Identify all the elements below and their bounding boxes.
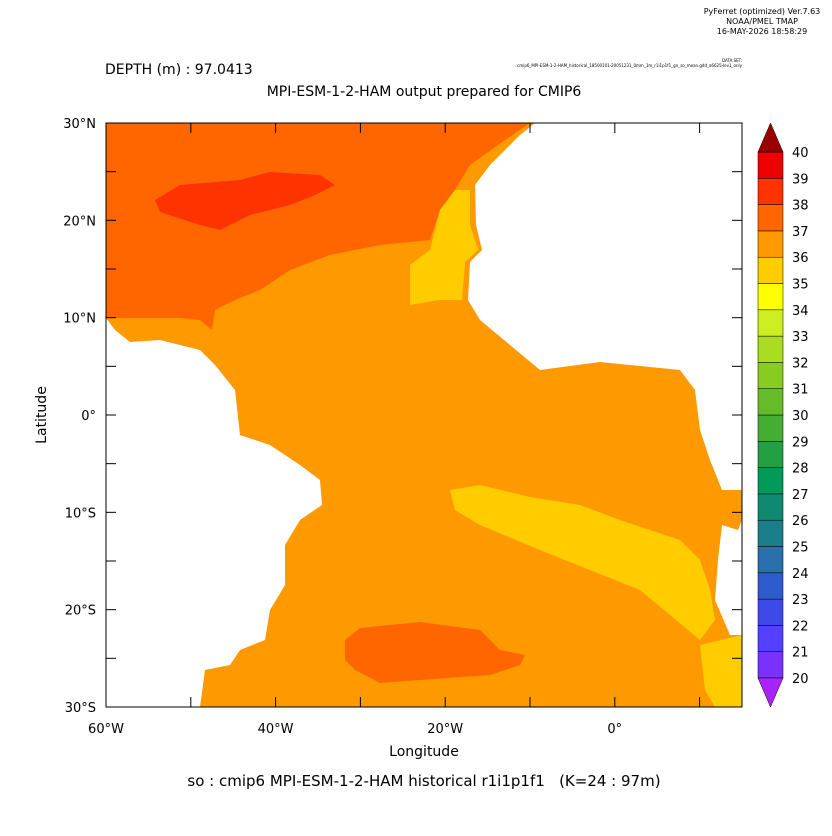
axes: 60°W 40°W 20°W 0° 30°N 20°N 10°N 0° 10°S 20°S 30°S: [63, 117, 743, 737]
x-tick-label: 0°: [607, 722, 622, 737]
colorbar-label: 33: [792, 330, 809, 345]
x-tick-label: 20°W: [427, 722, 463, 737]
colorbar-bin: [757, 625, 784, 652]
y-tick-label: 30°N: [63, 117, 96, 132]
timestamp: 16-MAY-2026 18:58:29: [717, 27, 807, 36]
colorbar-bin: [757, 388, 784, 416]
colorbar-bin: [757, 651, 784, 679]
contour-region: [155, 172, 335, 230]
colorbar-bin: [757, 572, 784, 600]
colorbar-label: 24: [792, 567, 809, 582]
colorbar-label: 21: [792, 646, 809, 661]
colorbar-label: 27: [792, 488, 809, 503]
colorbar-bin: [757, 256, 784, 284]
colorbar-label: 35: [792, 278, 809, 293]
x-tick-label: 60°W: [88, 722, 124, 737]
colorbar-bin: [757, 204, 784, 232]
colorbar-bin: [757, 493, 784, 521]
dataset: cmip6_MPI-ESM-1-2-HAM_historical_1850010…: [517, 63, 742, 68]
colorbar-bin: [757, 362, 784, 389]
contour-region: [345, 622, 525, 683]
colorbar-label: 29: [792, 435, 809, 450]
colorbar: 20 21 22 23 24 25 26 27 28 29 30 31 32 33 34 35 36 37 38 39…: [757, 122, 809, 708]
colorbar-label: 38: [792, 199, 809, 214]
map: [106, 123, 742, 707]
land: [468, 123, 742, 490]
x-axis-label: Longitude: [389, 744, 459, 760]
contour-region: [700, 635, 742, 707]
colorbar-bin: [757, 230, 784, 258]
contour-region: [450, 485, 715, 640]
colorbar-label: 40: [792, 146, 809, 161]
colorbar-label: 31: [792, 383, 809, 398]
depth: DEPTH (m) : 97.0413: [105, 62, 253, 78]
colorbar-bin: [757, 414, 784, 442]
y-tick-label: 20°S: [65, 604, 96, 619]
lab: NOAA/PMEL TMAP: [726, 17, 798, 26]
colorbar-label: 25: [792, 541, 809, 556]
colorbar-label: 22: [792, 619, 809, 634]
y-tick-label: 30°S: [65, 701, 96, 716]
colorbar-bin: [757, 467, 784, 495]
chart-title: MPI-ESM-1-2-HAM output prepared for CMIP…: [267, 84, 582, 100]
colorbar-label: 37: [792, 225, 809, 240]
land: [715, 520, 742, 635]
colorbar-label: 36: [792, 251, 809, 266]
colorbar-under: [757, 677, 784, 708]
colorbar-label: 23: [792, 593, 809, 608]
program: PyFerret (optimized) Ver.7.63: [704, 7, 821, 16]
y-tick-label: 0°: [81, 409, 96, 424]
contour-region: [410, 190, 478, 305]
colorbar-label: 34: [792, 304, 809, 319]
colorbar-over: [757, 122, 784, 153]
colorbar-bin: [757, 519, 784, 547]
colorbar-label: 39: [792, 172, 809, 187]
land: [106, 318, 322, 707]
colorbar-label: 20: [792, 672, 809, 687]
colorbar-label: 28: [792, 462, 809, 477]
contour-region: [106, 123, 530, 330]
colorbar-bin: [757, 546, 784, 574]
y-tick-label: 10°N: [63, 312, 96, 327]
colorbar-label: 30: [792, 409, 809, 424]
y-tick-label: 20°N: [63, 214, 96, 229]
colorbar-bin: [757, 598, 784, 626]
caption: so : cmip6 MPI-ESM-1-2-HAM historical r1…: [187, 772, 660, 790]
y-axis-label: Latitude: [34, 386, 50, 444]
colorbar-bin: [757, 441, 784, 468]
dataset-label: DATA SET:: [722, 58, 742, 63]
colorbar-bin: [757, 178, 784, 205]
y-tick-label: 10°S: [65, 506, 96, 521]
colorbar-bin: [757, 335, 784, 363]
colorbar-label: 26: [792, 514, 809, 529]
colorbar-bin: [757, 309, 784, 337]
x-tick-label: 40°W: [258, 722, 294, 737]
colorbar-label: 32: [792, 356, 809, 371]
colorbar-bin: [757, 151, 784, 179]
colorbar-bin: [757, 283, 784, 311]
